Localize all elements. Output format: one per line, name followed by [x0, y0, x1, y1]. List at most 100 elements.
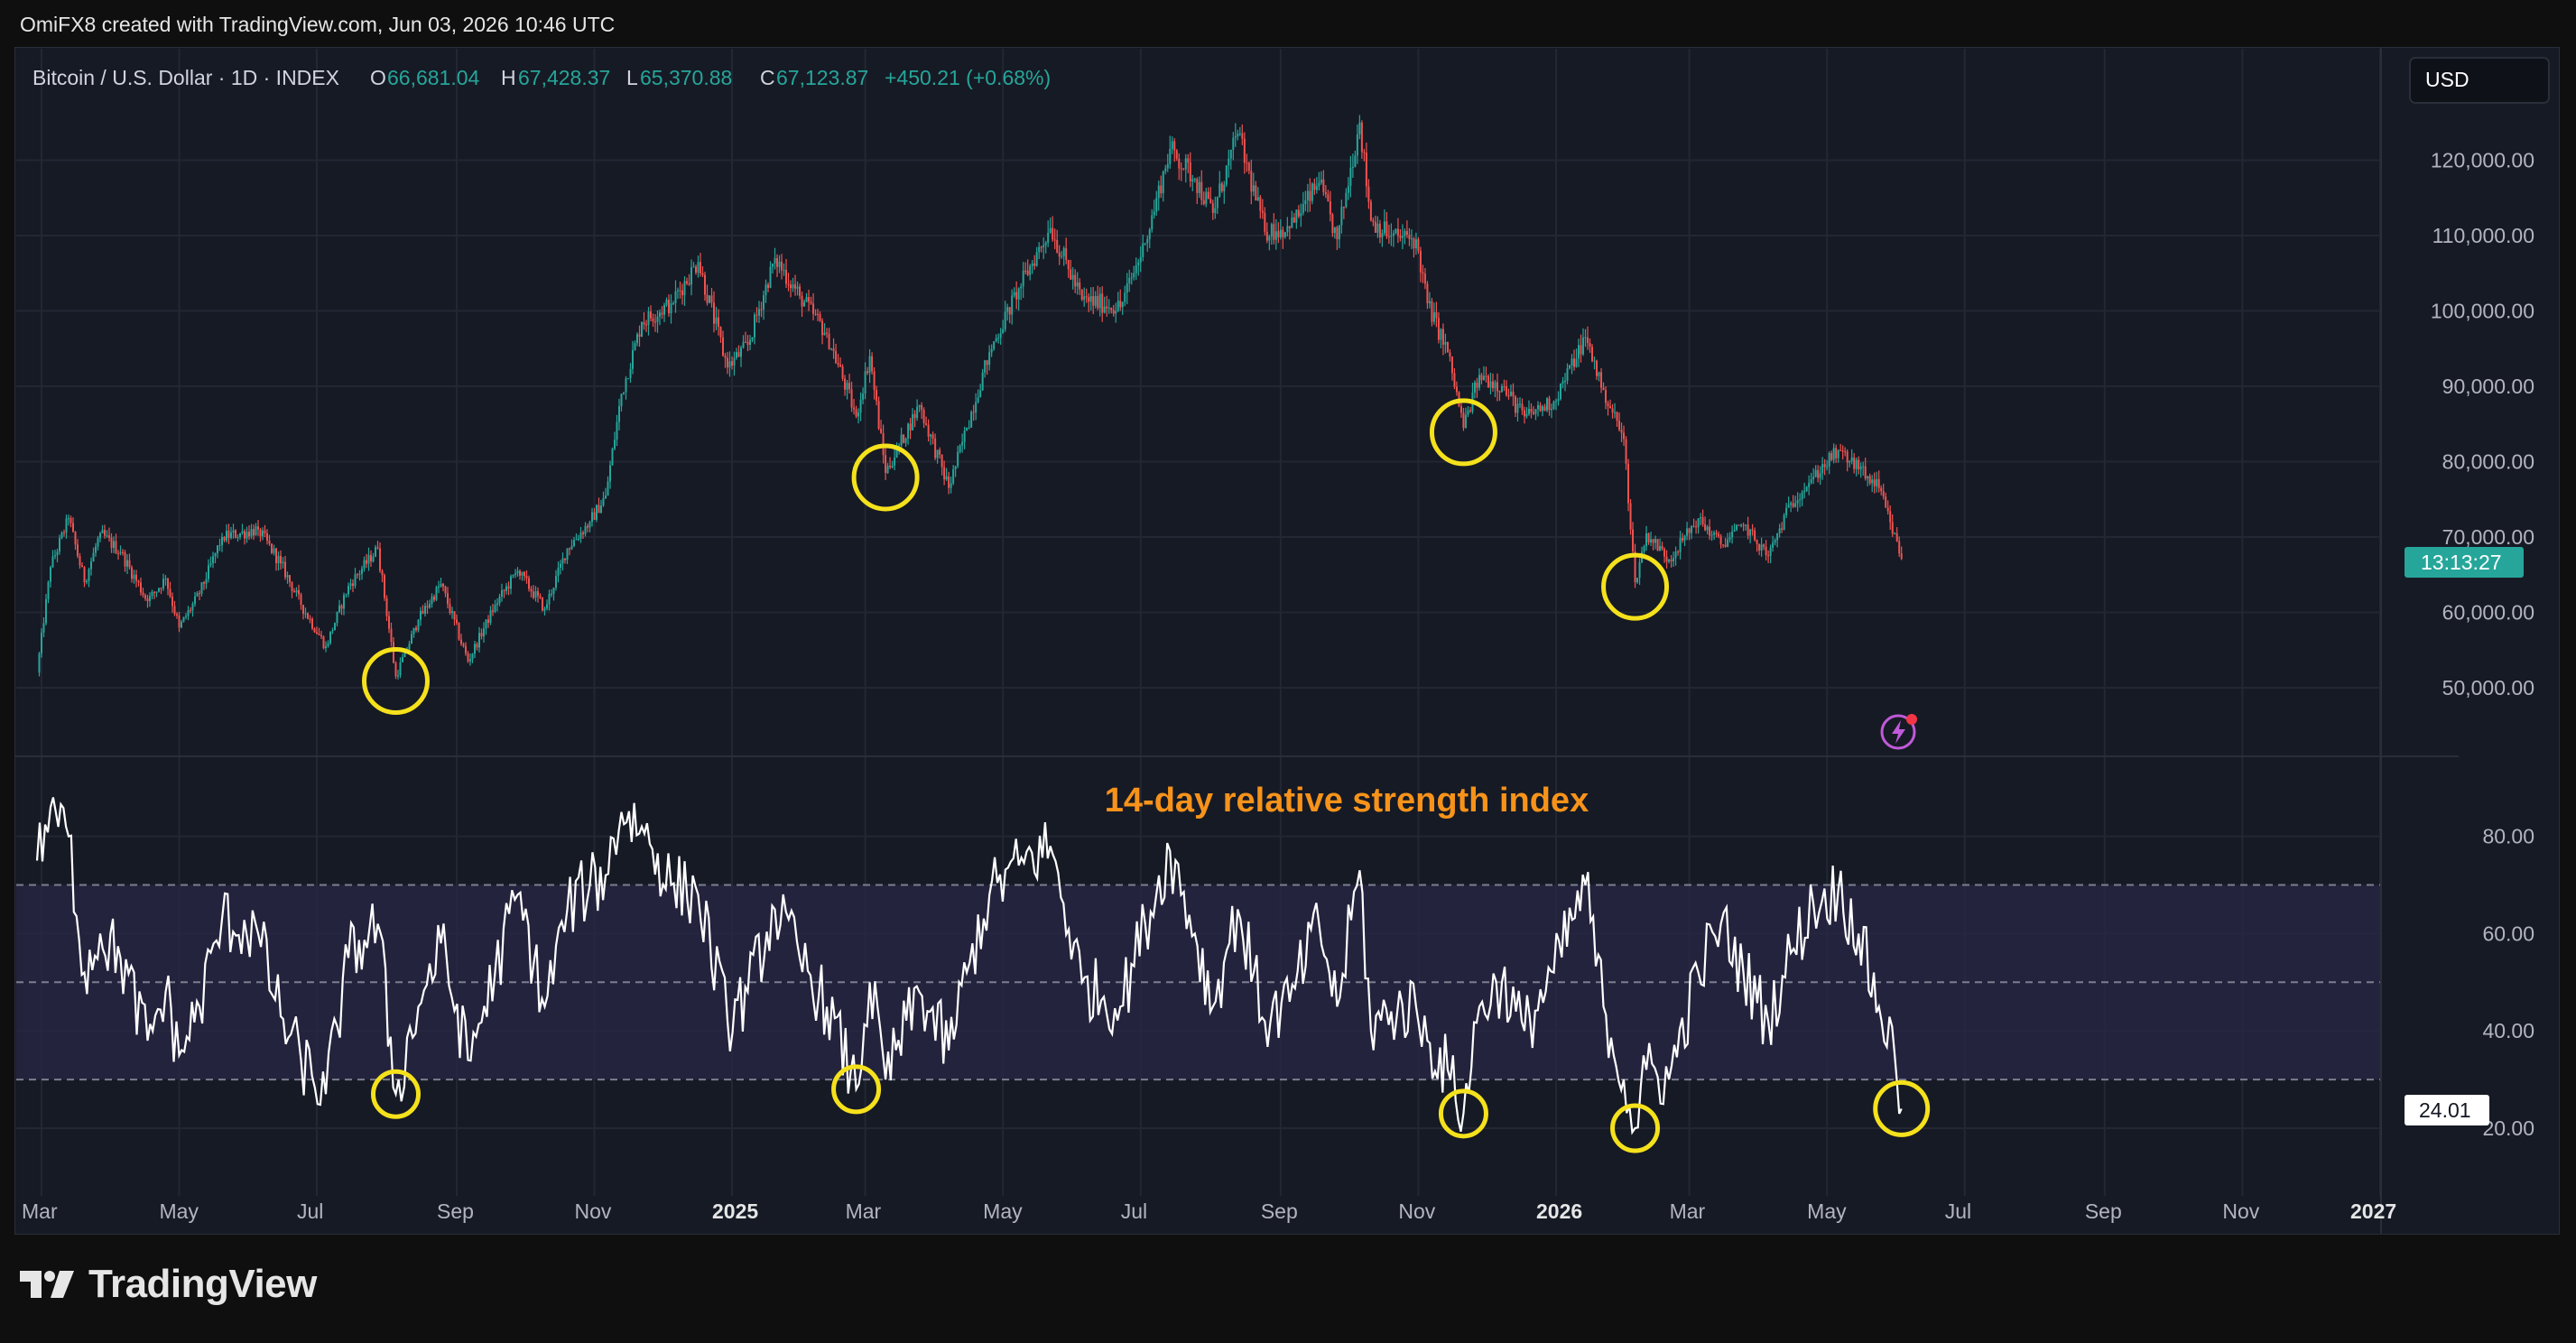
candle-body — [1098, 293, 1101, 309]
candle-body — [1564, 380, 1567, 382]
time-axis-label: 2025 — [712, 1199, 758, 1223]
candle-body — [1706, 526, 1709, 531]
candle-body — [587, 525, 588, 528]
candle-body — [848, 383, 851, 390]
candle-body — [226, 530, 227, 541]
candle-body — [1432, 311, 1435, 322]
time-axis-label: Mar — [1670, 1199, 1706, 1223]
candle-body — [176, 614, 178, 616]
candle-body — [1792, 503, 1794, 507]
candle-body — [543, 608, 546, 611]
candle-body — [203, 582, 205, 584]
candle-body — [819, 314, 821, 321]
candle-body — [1205, 191, 1208, 205]
candle-body — [1083, 296, 1086, 300]
symbol-title[interactable]: Bitcoin / U.S. Dollar · 1D · INDEX — [32, 66, 339, 89]
candle-body — [1024, 270, 1027, 272]
candle-body — [1139, 256, 1142, 263]
candle-body — [169, 588, 171, 597]
candle-body — [56, 551, 59, 556]
candle-body — [1338, 225, 1340, 240]
candle-body — [1097, 296, 1099, 309]
candle-body — [1691, 525, 1693, 533]
candle-body — [1151, 215, 1154, 230]
candle-body — [719, 327, 722, 338]
candle-body — [1225, 165, 1228, 185]
candle-body — [668, 300, 670, 314]
candle-body — [772, 263, 774, 267]
candle-body — [1378, 223, 1381, 237]
candle-body — [1107, 307, 1110, 309]
candle-body — [465, 645, 467, 653]
candle-body — [575, 539, 578, 541]
candle-body — [1392, 233, 1395, 236]
candle-body — [273, 548, 275, 553]
candle-body — [524, 571, 525, 577]
candle-body — [1837, 449, 1839, 458]
candle-body — [1550, 409, 1552, 411]
candle-body — [1722, 544, 1725, 546]
candle-body — [1404, 230, 1406, 236]
candle-body — [137, 580, 140, 583]
candle-body — [1527, 408, 1530, 414]
candle-body — [995, 338, 997, 342]
candle-body — [1354, 155, 1357, 167]
candle-body — [746, 341, 749, 346]
candle-body — [1760, 544, 1763, 551]
candle-body — [841, 366, 844, 379]
candle-body — [1056, 240, 1059, 253]
candle-body — [733, 357, 736, 366]
candle-body — [327, 643, 329, 647]
candle-body — [1237, 134, 1239, 137]
candle-body — [1817, 469, 1820, 478]
candle-body — [370, 554, 372, 562]
candle-body — [1184, 158, 1187, 170]
candle-body — [755, 314, 758, 316]
candle-body — [1530, 408, 1533, 412]
candle-body — [1844, 451, 1847, 453]
candle-body — [1718, 533, 1720, 537]
candle-body — [1209, 199, 1212, 204]
candle-body — [731, 361, 734, 366]
candle-body — [690, 267, 692, 285]
candle-body — [1561, 381, 1564, 384]
candle-body — [913, 413, 916, 419]
candle-body — [647, 311, 650, 325]
candle-body — [101, 530, 104, 533]
lightning-icon[interactable] — [1880, 714, 1917, 750]
candle-body — [354, 574, 357, 587]
candle-body — [447, 593, 449, 605]
candle-body — [546, 604, 548, 609]
candle-body — [420, 610, 422, 620]
candle-body — [440, 583, 442, 587]
candle-body — [934, 438, 937, 458]
time-axis-label: May — [1807, 1199, 1847, 1223]
candle-body — [90, 561, 92, 570]
candle-body — [282, 561, 284, 564]
candle-body — [763, 295, 765, 310]
time-axis-label: Jul — [1121, 1199, 1147, 1223]
candle-body — [1360, 122, 1363, 153]
candle-body — [1661, 546, 1663, 550]
currency-button[interactable] — [2409, 57, 2550, 104]
tradingview-logo[interactable]: TradingView — [20, 1262, 317, 1307]
candle-body — [182, 616, 185, 622]
last-price-countdown: 13:13:27 — [2421, 551, 2502, 574]
candle-body — [343, 595, 345, 609]
candle-body — [212, 556, 214, 564]
candle-body — [1534, 409, 1537, 414]
candle-body — [525, 576, 528, 579]
candle-body — [1541, 406, 1543, 412]
candle-body — [821, 320, 824, 336]
time-axis-label: Sep — [437, 1199, 474, 1223]
candle-body — [106, 535, 108, 537]
candle-body — [295, 590, 298, 593]
candle-body — [1745, 524, 1747, 526]
candle-body — [1614, 412, 1617, 413]
price-axis-label: 80,000.00 — [2442, 450, 2534, 474]
candle-body — [918, 404, 921, 407]
candle-body — [907, 423, 910, 439]
candle-body — [1700, 517, 1702, 519]
candle-body — [560, 563, 561, 569]
